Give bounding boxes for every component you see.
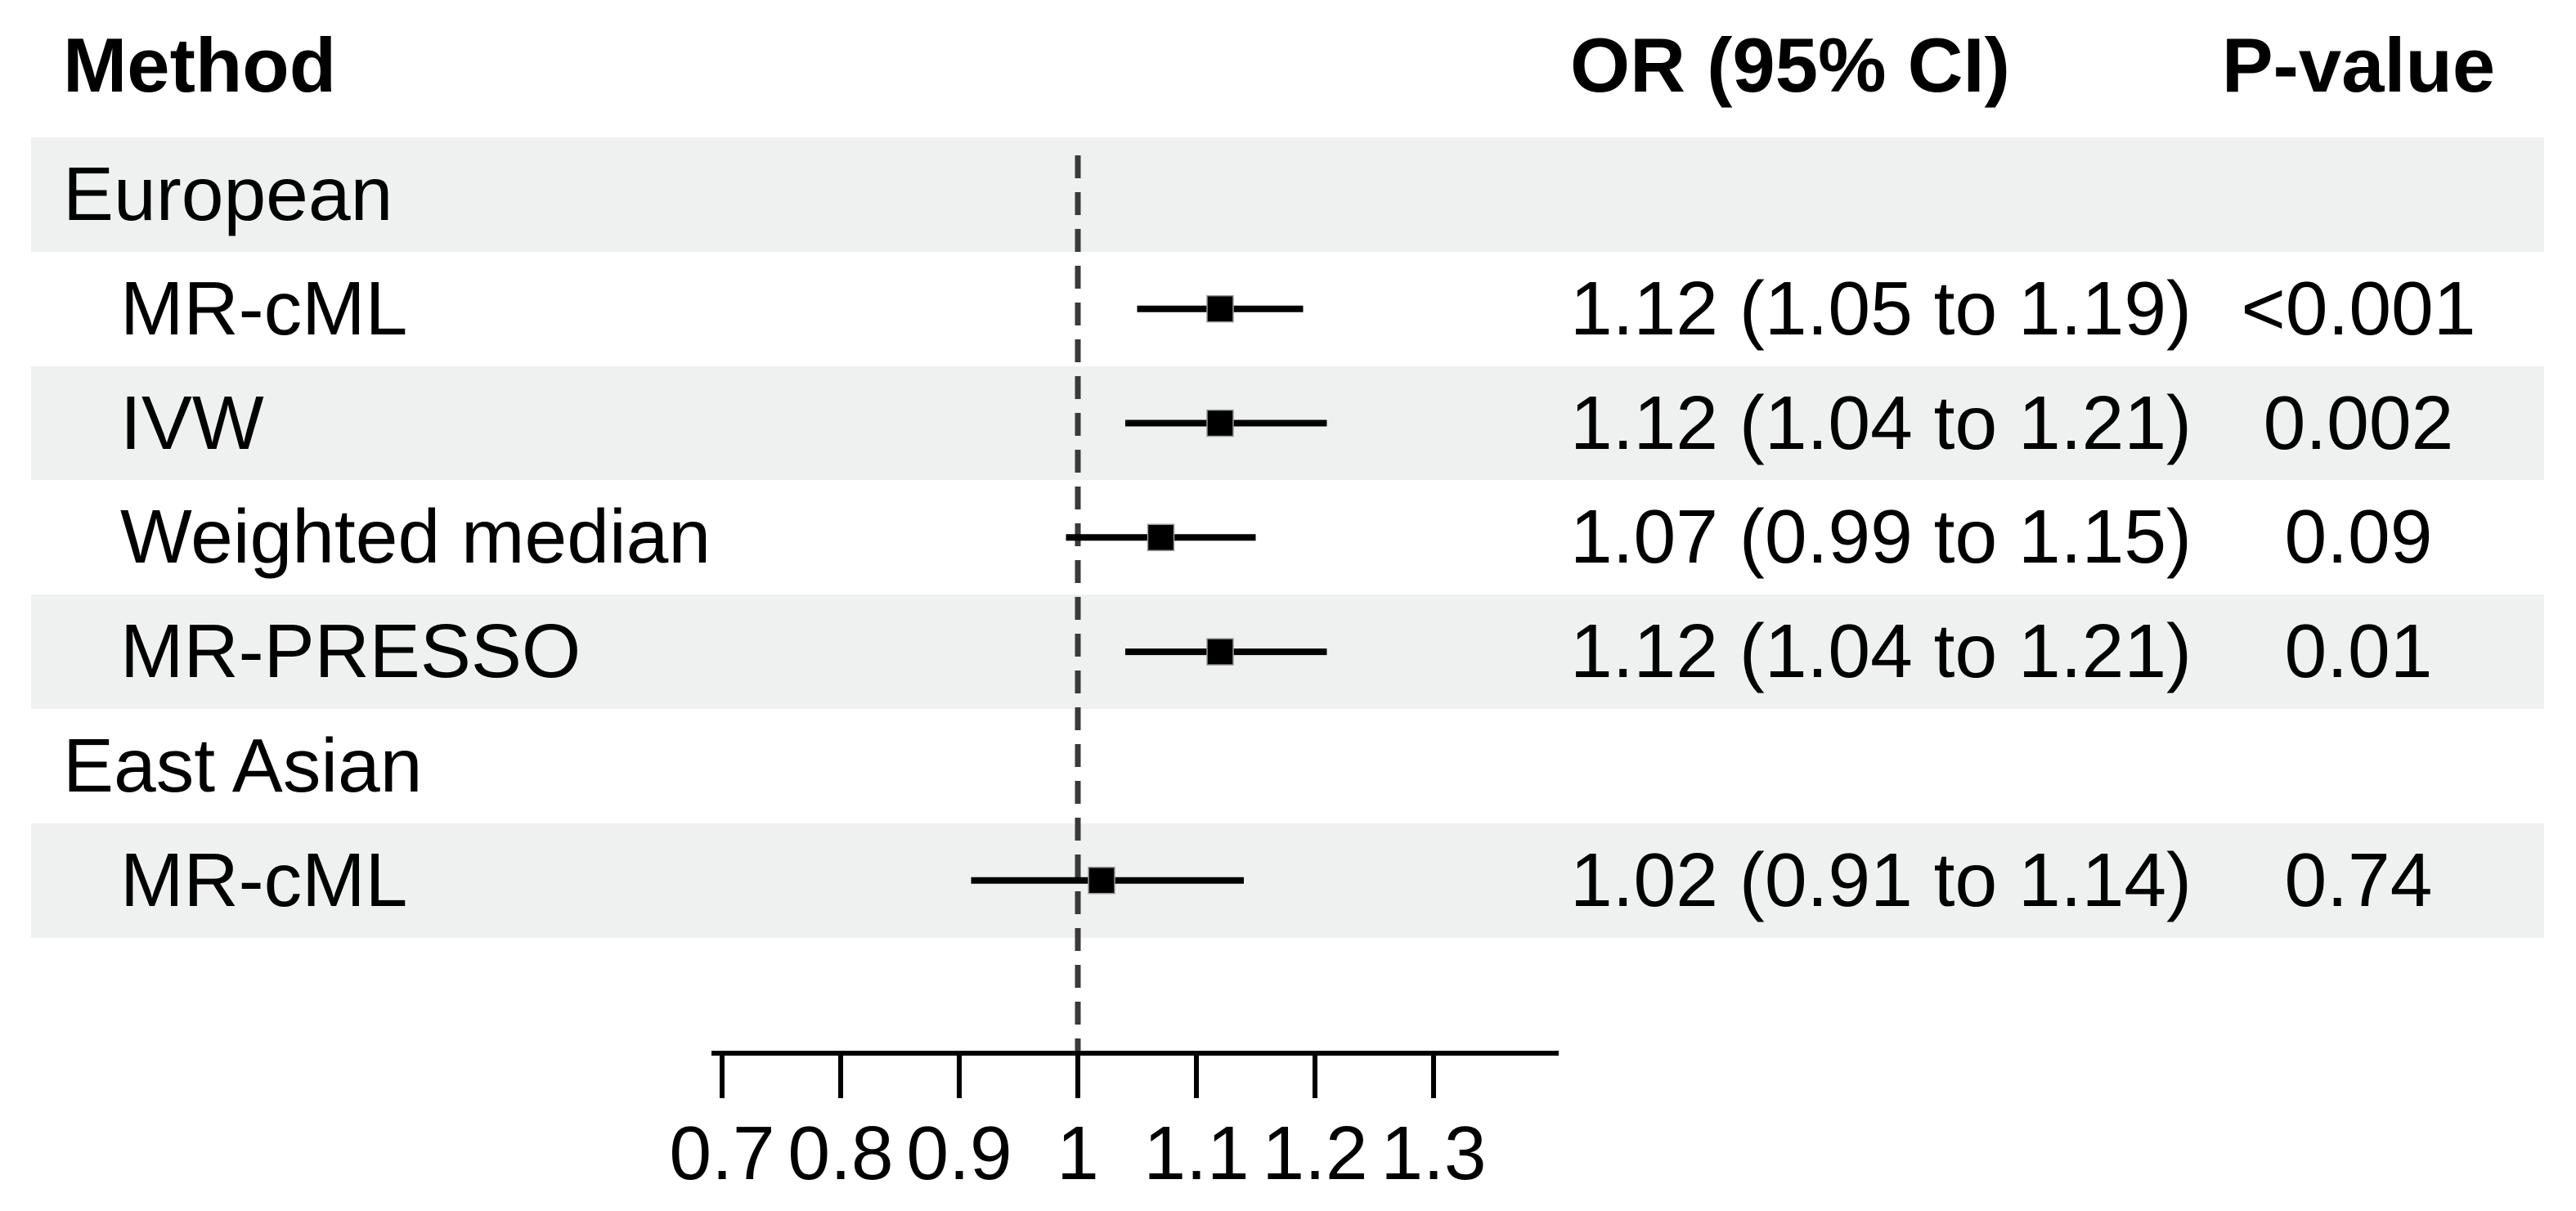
- x-axis-tick-label: 1.2: [1262, 1110, 1367, 1195]
- p-value: 0.09: [2284, 494, 2433, 580]
- method-label: MR-PRESSO: [120, 608, 581, 694]
- or-ci-value: 1.12 (1.05 to 1.19): [1570, 265, 2192, 351]
- column-header-method: Method: [63, 22, 337, 108]
- row-stripe: [31, 823, 2544, 938]
- or-ci-value: 1.07 (0.99 to 1.15): [1570, 494, 2192, 580]
- point-estimate-square: [1206, 294, 1234, 323]
- or-ci-value: 1.12 (1.04 to 1.21): [1570, 608, 2192, 694]
- or-ci-value: 1.12 (1.04 to 1.21): [1570, 379, 2192, 465]
- point-estimate-square: [1206, 409, 1234, 437]
- column-header-p-value: P-value: [2221, 22, 2496, 108]
- row-stripe: [31, 137, 2544, 252]
- group-label: East Asian: [63, 723, 423, 808]
- p-value: <0.001: [2241, 265, 2476, 351]
- method-label: MR-cML: [120, 836, 408, 922]
- method-label: MR-cML: [120, 265, 408, 351]
- group-label: European: [63, 151, 393, 236]
- x-axis-tick-label: 0.9: [906, 1110, 1012, 1195]
- x-axis-tick-label: 1.3: [1380, 1110, 1486, 1195]
- point-estimate-square: [1147, 523, 1175, 552]
- method-label: Weighted median: [120, 494, 711, 580]
- p-value: 0.002: [2263, 379, 2454, 465]
- point-estimate-square: [1088, 866, 1115, 895]
- method-label: IVW: [120, 379, 264, 465]
- x-axis-tick-label: 0.8: [788, 1110, 893, 1195]
- or-ci-value: 1.02 (0.91 to 1.14): [1570, 836, 2192, 922]
- p-value: 0.74: [2284, 836, 2433, 922]
- column-header-or-ci: OR (95% CI): [1570, 22, 2010, 108]
- x-axis-tick-label: 0.7: [669, 1110, 774, 1195]
- p-value: 0.01: [2284, 608, 2433, 694]
- point-estimate-square: [1206, 638, 1234, 666]
- x-axis-tick-label: 1: [1057, 1110, 1099, 1195]
- x-axis-tick-label: 1.1: [1143, 1110, 1249, 1195]
